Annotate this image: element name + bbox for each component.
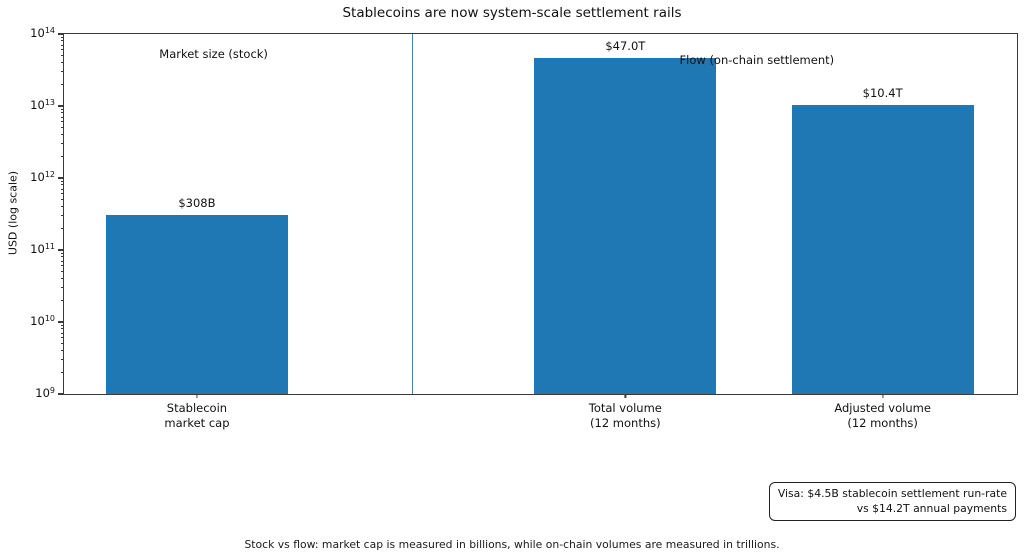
- y-minor-tick: [60, 180, 64, 182]
- y-minor-tick: [60, 256, 64, 258]
- chart-title: Stablecoins are now system-scale settlem…: [342, 5, 682, 21]
- y-minor-tick: [60, 252, 64, 254]
- y-axis-label: USD (log scale): [6, 170, 20, 256]
- stock-flow-divider-line: [411, 34, 414, 394]
- y-minor-tick: [60, 121, 64, 123]
- bar-value-label: $10.4T: [862, 85, 903, 100]
- y-minor-tick: [60, 155, 64, 157]
- y-minor-tick: [60, 299, 64, 301]
- x-axis-tick: [624, 394, 626, 398]
- y-minor-tick: [60, 371, 64, 373]
- visa-note-box: Visa: $4.5B stablecoin settlement run-ra…: [768, 482, 1016, 522]
- y-minor-tick: [60, 184, 64, 186]
- plot-annotation: Market size (stock): [159, 47, 268, 61]
- y-tick-label: 109: [35, 385, 55, 400]
- y-minor-tick: [60, 112, 64, 114]
- bar: [105, 214, 288, 394]
- y-minor-tick: [60, 260, 64, 262]
- y-tick-label: 1013: [30, 97, 55, 112]
- y-minor-tick: [60, 83, 64, 85]
- y-minor-tick: [60, 62, 64, 64]
- y-minor-tick: [60, 332, 64, 334]
- y-major-tick: [58, 33, 64, 35]
- y-minor-tick: [60, 265, 64, 267]
- y-minor-tick: [60, 350, 64, 352]
- y-tick-label: 1014: [30, 25, 55, 40]
- y-minor-tick: [60, 328, 64, 330]
- y-major-tick: [58, 393, 64, 395]
- y-minor-tick: [60, 343, 64, 345]
- visa-note-line-2: vs $14.2T annual payments: [856, 501, 1007, 515]
- y-major-tick: [58, 177, 64, 179]
- y-minor-tick: [60, 127, 64, 129]
- y-major-tick: [58, 321, 64, 323]
- x-axis-tick: [196, 394, 198, 398]
- x-axis-tick: [882, 394, 884, 398]
- y-tick-label: 1011: [30, 241, 55, 256]
- y-minor-tick: [60, 134, 64, 136]
- x-category-label: Total volume (12 months): [588, 401, 662, 430]
- y-minor-tick: [60, 337, 64, 339]
- y-minor-tick: [60, 206, 64, 208]
- y-minor-tick: [60, 271, 64, 273]
- chart-caption: Stock vs flow: market cap is measured in…: [244, 538, 780, 551]
- bar-value-label: $308B: [178, 195, 216, 210]
- y-minor-tick: [60, 359, 64, 361]
- bar: [534, 57, 717, 394]
- y-minor-tick: [60, 116, 64, 118]
- y-minor-tick: [60, 227, 64, 229]
- y-minor-tick: [60, 44, 64, 46]
- y-minor-tick: [60, 278, 64, 280]
- y-minor-tick: [60, 36, 64, 38]
- bar: [791, 104, 974, 394]
- plot-area: 1014 1013 1012 1011 1010 109 $308B Stablecoin m…: [30, 26, 1018, 430]
- x-category-label: Adjusted volume (12 months): [834, 401, 931, 430]
- bar-value-label: $47.0T: [605, 38, 646, 53]
- y-major-tick: [58, 249, 64, 251]
- y-minor-tick: [60, 55, 64, 57]
- y-tick-label: 1012: [30, 169, 55, 184]
- y-minor-tick: [60, 108, 64, 110]
- y-minor-tick: [60, 40, 64, 42]
- y-tick-label: 1010: [30, 313, 55, 328]
- y-minor-tick: [60, 324, 64, 326]
- x-category-label: Stablecoin market cap: [164, 401, 230, 430]
- y-minor-tick: [60, 143, 64, 145]
- y-minor-tick: [60, 215, 64, 217]
- y-major-tick: [58, 105, 64, 107]
- visa-note-line-1: Visa: $4.5B stablecoin settlement run-ra…: [777, 487, 1007, 500]
- y-minor-tick: [60, 193, 64, 195]
- y-minor-tick: [60, 71, 64, 73]
- plot-annotation: Flow (on-chain settlement): [679, 53, 835, 67]
- y-minor-tick: [60, 199, 64, 201]
- y-minor-tick: [60, 287, 64, 289]
- y-minor-tick: [60, 49, 64, 51]
- y-minor-tick: [60, 188, 64, 190]
